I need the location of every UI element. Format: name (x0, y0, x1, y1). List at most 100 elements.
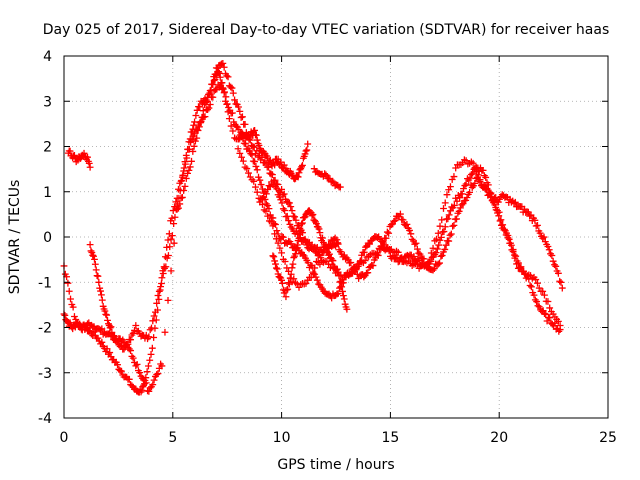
data-point (195, 123, 203, 131)
data-point (64, 279, 72, 287)
data-point (397, 254, 405, 262)
data-point (256, 176, 264, 184)
data-point (222, 93, 230, 101)
data-point (95, 278, 103, 286)
data-point (369, 262, 377, 269)
data-point (279, 205, 287, 213)
data-point (159, 270, 167, 277)
data-point (380, 239, 387, 247)
data-point (312, 273, 320, 281)
data-point (188, 136, 196, 144)
data-point (450, 222, 458, 229)
data-point (458, 190, 466, 198)
data-point (236, 107, 244, 115)
data-point (189, 148, 197, 155)
data-point (408, 235, 416, 243)
data-point (547, 250, 554, 258)
data-point (65, 287, 73, 295)
y-tick-label: -2 (38, 321, 52, 337)
data-point (340, 295, 348, 303)
data-point (90, 252, 97, 260)
data-point (469, 159, 477, 167)
series-arc-c (86, 59, 566, 395)
data-point (295, 230, 303, 238)
data-point (434, 260, 442, 268)
data-point (223, 100, 231, 108)
data-point (447, 183, 454, 191)
x-tick-label: 15 (381, 430, 399, 446)
data-layer (60, 59, 566, 396)
data-point (544, 298, 552, 305)
data-point (551, 319, 559, 327)
data-point (504, 232, 512, 239)
data-point (287, 240, 295, 248)
data-point (304, 140, 312, 148)
data-point (407, 230, 415, 238)
data-point (132, 362, 140, 370)
data-point (182, 160, 189, 168)
data-point (236, 134, 244, 142)
data-point (286, 280, 293, 288)
data-point (142, 379, 150, 387)
data-point (446, 231, 454, 239)
data-point (457, 204, 464, 212)
data-point (235, 103, 242, 111)
data-point (219, 85, 227, 93)
data-point (94, 272, 102, 280)
data-point (546, 314, 554, 322)
data-point (161, 328, 169, 336)
data-point (466, 188, 474, 196)
data-point (145, 387, 153, 395)
data-point (531, 216, 539, 224)
data-point (540, 233, 548, 241)
data-point (179, 171, 187, 179)
data-point (192, 112, 200, 119)
data-point (164, 236, 172, 244)
data-point (453, 197, 461, 205)
data-point (534, 302, 542, 310)
data-point (169, 207, 177, 214)
data-point (293, 241, 301, 249)
data-point (440, 205, 447, 212)
data-point (545, 246, 553, 254)
x-tick-label: 20 (490, 430, 508, 446)
data-point (277, 158, 285, 166)
data-point (168, 214, 176, 222)
data-point (276, 244, 284, 252)
data-point (285, 217, 292, 225)
data-point (158, 362, 166, 370)
data-point (158, 274, 166, 282)
data-point (295, 221, 302, 229)
data-point (269, 214, 277, 222)
data-point (271, 176, 279, 184)
data-point (269, 252, 277, 260)
data-point (217, 81, 225, 89)
data-point (259, 194, 266, 202)
data-point (165, 252, 172, 259)
data-point (539, 307, 547, 315)
data-point (466, 174, 474, 182)
chart-title: Day 025 of 2017, Sidereal Day-to-day VTE… (43, 22, 610, 38)
data-point (234, 145, 242, 153)
data-point (265, 205, 273, 213)
data-point (216, 73, 224, 81)
data-point (185, 167, 193, 174)
data-point (299, 162, 306, 169)
data-point (271, 257, 279, 265)
data-point (205, 91, 212, 98)
data-point (136, 369, 144, 377)
data-point (298, 163, 306, 171)
data-point (509, 246, 517, 253)
data-point (146, 356, 154, 364)
data-point (351, 264, 359, 272)
data-point (255, 173, 262, 181)
data-point (440, 228, 448, 235)
y-tick-label: -3 (38, 366, 52, 382)
data-point (491, 201, 499, 209)
data-point (434, 245, 441, 253)
data-point (343, 305, 351, 313)
data-point (382, 234, 390, 242)
data-point (171, 213, 179, 221)
grid-layer (64, 56, 608, 418)
data-point (103, 311, 111, 319)
